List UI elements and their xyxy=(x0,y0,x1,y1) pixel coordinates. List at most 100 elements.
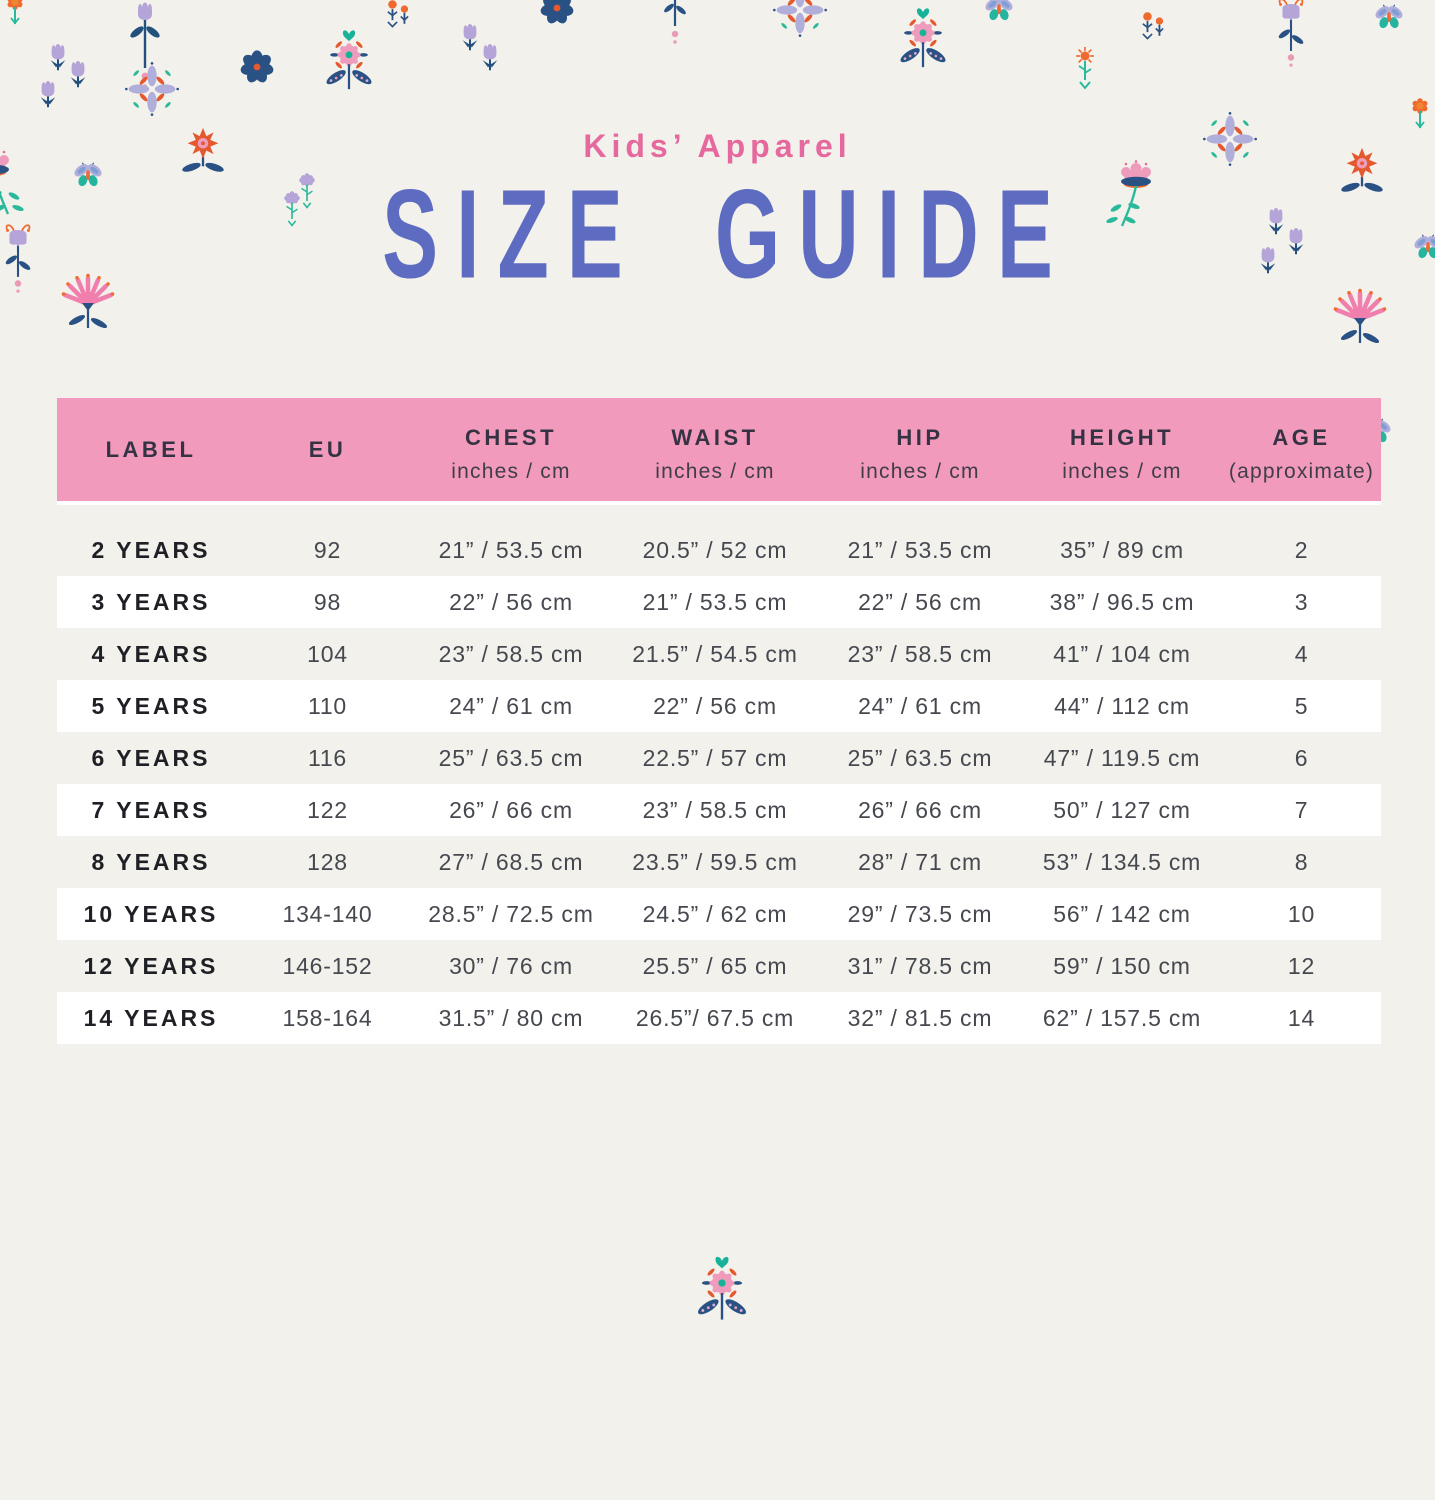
cell-hip: 25” / 63.5 cm xyxy=(847,744,993,771)
cell-chest: 25” / 63.5 cm xyxy=(438,744,584,771)
cell-waist: 22.5” / 57 cm xyxy=(642,744,788,771)
column-header-hip: HIP inches / cm xyxy=(818,398,1022,501)
cell-height: 35” / 89 cm xyxy=(1060,536,1184,563)
cell-height: 44” / 112 cm xyxy=(1054,692,1190,719)
cell-age: 7 xyxy=(1294,796,1309,823)
flower-starburst-icon xyxy=(124,61,180,117)
table-header-row: LABEL EU CHEST inches / cm WAIST inches / cm H… xyxy=(57,398,1381,501)
flower-daisy-icon xyxy=(239,49,275,85)
column-header-label: LABEL xyxy=(57,398,245,501)
cell-waist: 26.5”/ 67.5 cm xyxy=(635,1004,795,1031)
table-row-2-years: 2 YEARS 92 21” / 53.5 cm 20.5” / 52 cm 21” /… xyxy=(57,524,1381,576)
column-sublabel: inches / cm xyxy=(1062,460,1182,483)
column-label: LABEL xyxy=(105,436,197,462)
column-label: CHEST xyxy=(464,425,558,450)
table-row-3-years: 3 YEARS 98 22” / 56 cm 21” / 53.5 cm 22” / 5… xyxy=(57,576,1381,628)
cell-waist: 20.5” / 52 cm xyxy=(642,536,788,563)
cell-hip: 32” / 81.5 cm xyxy=(847,1004,993,1031)
cell-hip: 26” / 66 cm xyxy=(858,796,982,823)
cell-label: 14 YEARS xyxy=(83,1004,219,1031)
flower-butterfly-icon xyxy=(983,0,1015,24)
column-header-height: HEIGHT inches / cm xyxy=(1022,398,1222,501)
cell-age: 5 xyxy=(1294,692,1309,719)
cell-age: 4 xyxy=(1294,640,1309,667)
cell-hip: 29” / 73.5 cm xyxy=(847,900,993,927)
cell-label: 2 YEARS xyxy=(91,536,211,563)
cell-label: 7 YEARS xyxy=(91,796,211,823)
cell-label: 10 YEARS xyxy=(83,900,219,927)
column-label: WAIST xyxy=(671,425,759,450)
cell-height: 56” / 142 cm xyxy=(1053,900,1191,927)
cell-eu: 134-140 xyxy=(282,900,373,927)
cell-eu: 104 xyxy=(307,640,348,667)
column-header-eu: EU xyxy=(245,398,410,501)
cell-label: 3 YEARS xyxy=(91,588,211,615)
cell-chest: 31.5” / 80 cm xyxy=(438,1004,584,1031)
column-sublabel: inches / cm xyxy=(451,460,571,483)
cell-eu: 128 xyxy=(307,848,348,875)
flower-butterfly-icon xyxy=(1373,2,1405,32)
cell-waist: 24.5” / 62 cm xyxy=(642,900,788,927)
cell-label: 4 YEARS xyxy=(91,640,211,667)
cell-chest: 23” / 58.5 cm xyxy=(438,640,584,667)
cell-chest: 27” / 68.5 cm xyxy=(438,848,584,875)
cell-height: 50” / 127 cm xyxy=(1053,796,1191,823)
flower-berries-icon xyxy=(1139,10,1167,45)
cell-height: 59” / 150 cm xyxy=(1053,952,1191,979)
cell-height: 38” / 96.5 cm xyxy=(1049,588,1195,615)
cell-age: 2 xyxy=(1294,536,1309,563)
flower-dandelion-icon xyxy=(1071,46,1099,94)
flower-tulip-icon xyxy=(47,42,69,73)
cell-label: 5 YEARS xyxy=(91,692,211,719)
column-label: EU xyxy=(308,436,347,462)
column-header-age: AGE (approximate) xyxy=(1222,398,1381,501)
table-row-14-years: 14 YEARS 158-164 31.5” / 80 cm 26.5”/ 67.5 … xyxy=(57,992,1381,1044)
cell-eu: 110 xyxy=(307,692,348,719)
cell-age: 10 xyxy=(1287,900,1316,927)
cell-height: 47” / 119.5 cm xyxy=(1043,744,1201,771)
cell-height: 62” / 157.5 cm xyxy=(1042,1004,1202,1031)
title-word-size: SIZE xyxy=(382,163,641,305)
table-row-4-years: 4 YEARS 104 23” / 58.5 cm 21.5” / 54.5 cm 23… xyxy=(57,628,1381,680)
flower-folkflower-icon xyxy=(319,24,379,96)
flower-berries-icon xyxy=(384,0,412,33)
flower-folkflower-icon xyxy=(893,2,953,74)
flower-spiky-icon xyxy=(1333,288,1387,350)
flower-tulip-icon xyxy=(459,22,481,53)
cell-age: 12 xyxy=(1287,952,1316,979)
cell-eu: 92 xyxy=(313,536,342,563)
table-row-8-years: 8 YEARS 128 27” / 68.5 cm 23.5” / 59.5 cm 28… xyxy=(57,836,1381,888)
size-guide-table: LABEL EU CHEST inches / cm WAIST inches / cm H… xyxy=(57,398,1381,1044)
cell-chest: 28.5” / 72.5 cm xyxy=(428,900,594,927)
flower-folkflower-icon xyxy=(690,1250,754,1327)
cell-chest: 26” / 66 cm xyxy=(449,796,573,823)
column-header-waist: WAIST inches / cm xyxy=(612,398,818,501)
cell-hip: 24” / 61 cm xyxy=(858,692,982,719)
column-sublabel: inches / cm xyxy=(655,460,775,483)
cell-label: 8 YEARS xyxy=(91,848,211,875)
cell-eu: 98 xyxy=(313,588,342,615)
cell-label: 6 YEARS xyxy=(91,744,211,771)
cell-chest: 30” / 76 cm xyxy=(449,952,573,979)
cell-waist: 21” / 53.5 cm xyxy=(642,588,788,615)
table-row-5-years: 5 YEARS 110 24” / 61 cm 22” / 56 cm 24” / 61… xyxy=(57,680,1381,732)
cell-age: 6 xyxy=(1294,744,1309,771)
flower-starburst-icon xyxy=(772,0,828,38)
cell-hip: 31” / 78.5 cm xyxy=(847,952,993,979)
flower-tulip-icon xyxy=(37,79,59,110)
cell-waist: 23.5” / 59.5 cm xyxy=(632,848,798,875)
cell-hip: 21” / 53.5 cm xyxy=(847,536,993,563)
table-row-12-years: 12 YEARS 146-152 30” / 76 cm 25.5” / 65 cm 3… xyxy=(57,940,1381,992)
flower-bellflower-icon xyxy=(1273,0,1309,68)
cell-chest: 24” / 61 cm xyxy=(449,692,573,719)
cell-waist: 23” / 58.5 cm xyxy=(642,796,788,823)
column-header-chest: CHEST inches / cm xyxy=(410,398,612,501)
cell-hip: 22” / 56 cm xyxy=(858,588,982,615)
column-label: HIP xyxy=(896,425,944,450)
cell-label: 12 YEARS xyxy=(83,952,219,979)
cell-hip: 23” / 58.5 cm xyxy=(847,640,993,667)
cell-height: 53” / 134.5 cm xyxy=(1042,848,1202,875)
table-row-6-years: 6 YEARS 116 25” / 63.5 cm 22.5” / 57 cm 25” … xyxy=(57,732,1381,784)
cell-eu: 116 xyxy=(307,744,348,771)
table-row-7-years: 7 YEARS 122 26” / 66 cm 23” / 58.5 cm 26” / … xyxy=(57,784,1381,836)
